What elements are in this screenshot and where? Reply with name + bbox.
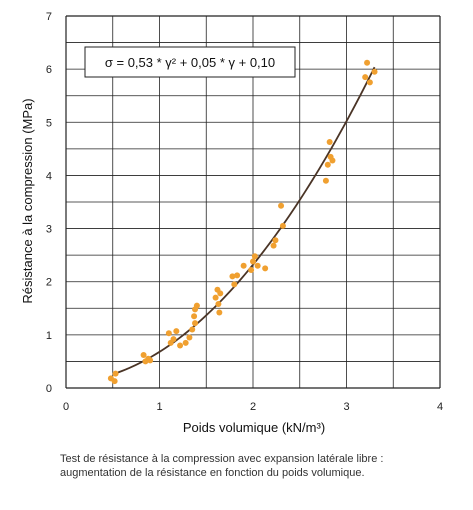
data-point (189, 326, 196, 333)
data-point (262, 265, 269, 272)
grid (65, 15, 441, 389)
y-tick-label: 2 (46, 277, 52, 289)
data-point (147, 357, 154, 364)
data-point (371, 68, 378, 75)
y-tick-label: 3 (46, 224, 52, 236)
x-tick-label: 4 (437, 401, 443, 413)
data-point (250, 258, 256, 265)
data-point (329, 157, 336, 164)
data-point (216, 309, 223, 316)
data-point (326, 138, 333, 145)
data-point (165, 330, 172, 337)
data-point (170, 336, 177, 343)
data-point (111, 378, 118, 385)
data-point (212, 294, 219, 301)
x-tick-label: 2 (250, 401, 256, 413)
data-point (272, 237, 279, 244)
data-point (229, 273, 236, 280)
data-point (192, 320, 199, 327)
y-tick-label: 0 (46, 383, 52, 395)
y-tick-label: 5 (46, 117, 52, 129)
data-point (140, 352, 147, 359)
caption-line-2: augmentation de la résistance en fonctio… (60, 467, 365, 479)
y-tick-label: 4 (46, 170, 52, 182)
y-tick-label: 6 (46, 64, 52, 76)
caption-line-1: Test de résistance à la compression avec… (60, 453, 384, 465)
x-tick-label: 1 (156, 401, 162, 413)
x-axis-title: Poids volumique (kN/m³) (183, 420, 325, 435)
data-point (234, 272, 241, 279)
data-point (279, 222, 286, 229)
data-point (366, 79, 373, 86)
data-point (248, 267, 255, 274)
x-tick-label: 0 (63, 401, 69, 413)
data-point (240, 262, 247, 269)
y-axis-title: Résistance à la compression (MPa) (20, 98, 35, 303)
tick-labels: 0 1 2 3 4 0 1 2 3 4 5 6 7 (46, 11, 443, 413)
data-point (193, 302, 200, 309)
y-tick-label: 7 (46, 11, 52, 23)
fit-curve (112, 66, 376, 376)
data-point (254, 262, 261, 269)
data-points (107, 59, 378, 385)
data-point (251, 253, 258, 260)
data-point (324, 161, 331, 168)
data-point (182, 339, 189, 346)
data-point (112, 370, 119, 377)
data-point (191, 313, 198, 320)
compression-chart: 0 1 2 3 4 0 1 2 3 4 5 6 7 σ = 0,53 * γ² + 0,05 * γ +… (20, 11, 443, 435)
data-point (364, 59, 371, 66)
figure-caption: Test de résistance à la compression avec… (60, 452, 460, 480)
y-tick-label: 1 (46, 330, 52, 342)
equation-box (84, 46, 296, 78)
data-point (177, 342, 184, 349)
data-point (217, 290, 224, 297)
data-point (362, 74, 369, 81)
data-point (186, 334, 193, 341)
equation-label: σ = 0,53 * γ² + 0,05 * γ + 0,10 (105, 55, 275, 70)
data-point (278, 202, 285, 209)
x-tick-label: 3 (343, 401, 349, 413)
data-point (173, 328, 180, 335)
data-point (215, 301, 222, 308)
data-point (270, 242, 277, 249)
data-point (322, 177, 329, 184)
data-point (231, 281, 238, 288)
